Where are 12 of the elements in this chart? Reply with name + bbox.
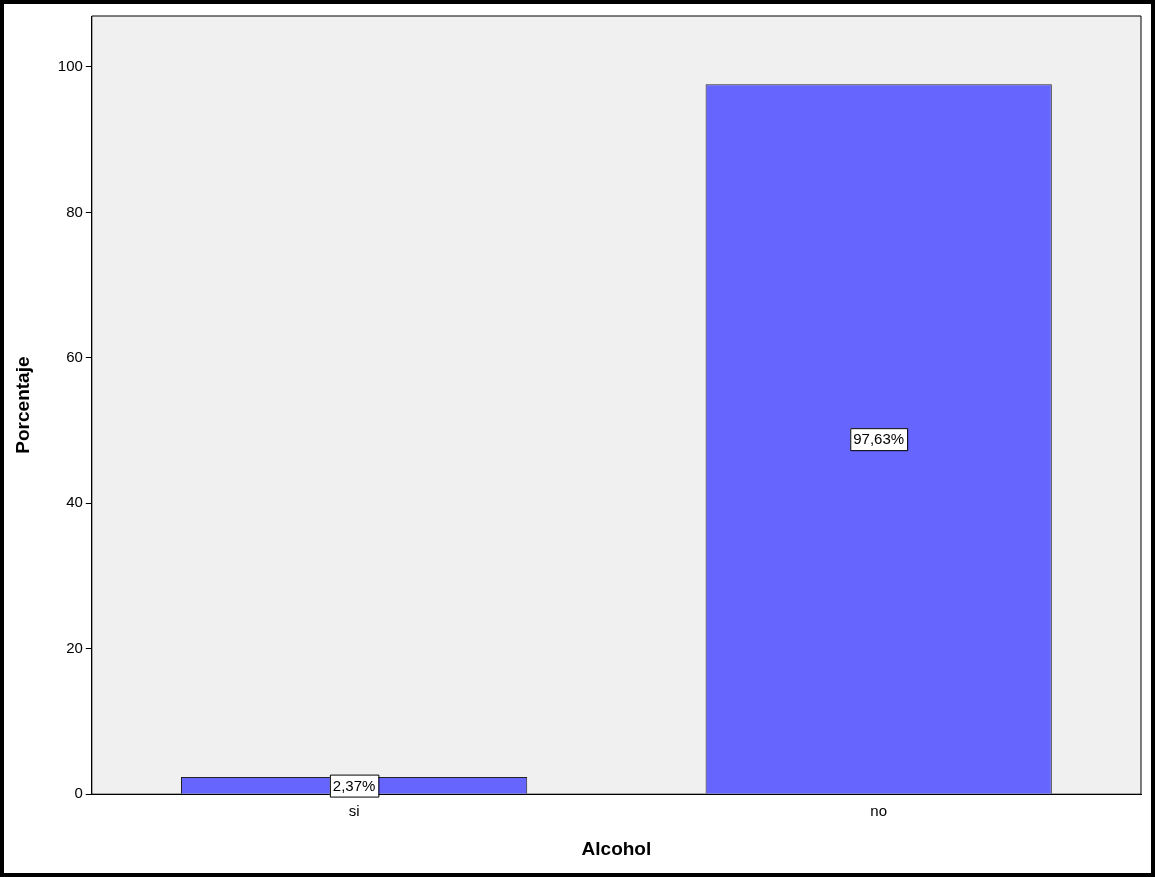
data-label: 97,63% bbox=[853, 430, 905, 448]
x-axis-title: Alcohol bbox=[581, 837, 652, 859]
y-tick-label: 100 bbox=[57, 57, 83, 75]
y-tick-label: 80 bbox=[66, 202, 83, 220]
y-tick-label: 40 bbox=[66, 493, 83, 511]
y-tick-label: 60 bbox=[66, 347, 83, 365]
data-label: 2,37% bbox=[332, 776, 376, 794]
y-tick-label: 20 bbox=[66, 638, 83, 656]
x-tick-label: no bbox=[870, 802, 888, 820]
x-tick-label: si bbox=[348, 802, 360, 820]
y-axis-title: Porcentaje bbox=[11, 356, 33, 454]
y-tick-label: 0 bbox=[74, 784, 83, 802]
